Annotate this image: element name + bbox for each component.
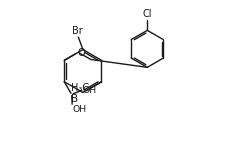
Text: Cl: Cl — [142, 9, 152, 19]
Text: O: O — [78, 48, 85, 58]
Text: OH: OH — [73, 105, 87, 114]
Text: OH: OH — [82, 86, 97, 95]
Text: B: B — [71, 94, 78, 104]
Text: Br: Br — [72, 26, 83, 36]
Text: H₃C: H₃C — [71, 83, 89, 93]
